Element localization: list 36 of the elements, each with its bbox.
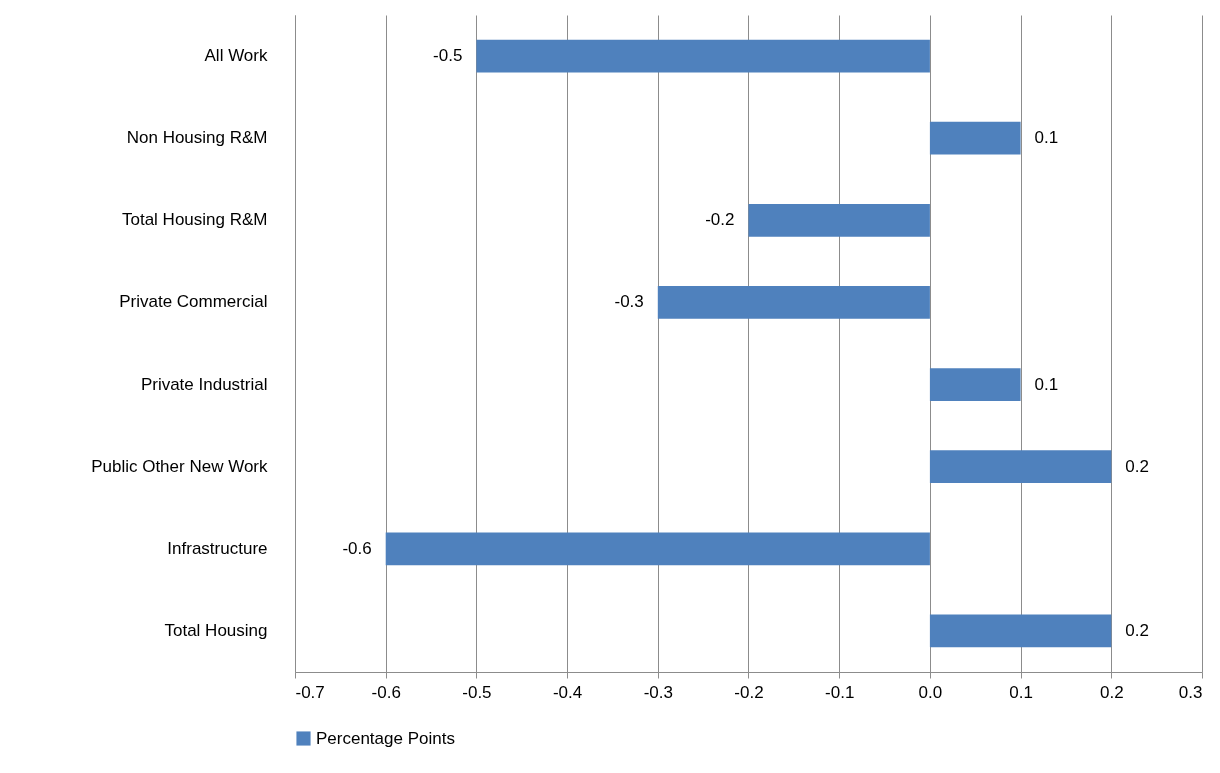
- bar: [929, 121, 1021, 155]
- y-tick-label: All Work: [204, 46, 268, 66]
- legend-label: Percentage Points: [316, 728, 455, 748]
- bar: [657, 286, 930, 319]
- x-tick-label: -0.6: [371, 682, 401, 702]
- bar: [748, 203, 930, 237]
- data-label: -0.6: [342, 538, 372, 558]
- data-label: 0.2: [1125, 456, 1149, 476]
- data-label: -0.5: [433, 46, 463, 66]
- data-label: 0.1: [1034, 128, 1059, 148]
- x-tick-label: -0.2: [734, 682, 764, 702]
- bar: [385, 532, 930, 566]
- y-tick-label: Total Housing R&M: [121, 210, 268, 230]
- bar: [476, 39, 930, 73]
- bar: [929, 614, 1112, 648]
- x-tick-label: -0.1: [825, 682, 855, 702]
- y-tick-label: Public Other New Work: [91, 456, 268, 476]
- y-tick-label: Infrastructure: [167, 538, 268, 558]
- x-tick-label: -0.7: [295, 682, 325, 702]
- data-label: 0.1: [1034, 374, 1059, 394]
- x-tick-label: -0.3: [643, 682, 673, 702]
- y-tick-label: Non Housing R&M: [126, 128, 268, 148]
- y-tick-label: Private Commercial: [119, 292, 268, 312]
- data-label: -0.2: [705, 210, 735, 230]
- data-label: -0.3: [614, 292, 644, 312]
- y-tick-label: Private Industrial: [140, 374, 268, 394]
- x-tick-label: -0.4: [552, 682, 583, 702]
- x-tick-label: 0.3: [1178, 682, 1203, 702]
- x-tick-label: -0.5: [462, 682, 492, 702]
- x-tick-label: 0.1: [1009, 682, 1033, 702]
- x-tick-label: 0.2: [1099, 682, 1124, 702]
- y-tick-label: Total Housing: [164, 620, 268, 640]
- bar: [929, 368, 1021, 401]
- bar: [929, 450, 1112, 484]
- x-tick-label: 0.0: [918, 682, 943, 702]
- data-label: 0.2: [1125, 620, 1149, 640]
